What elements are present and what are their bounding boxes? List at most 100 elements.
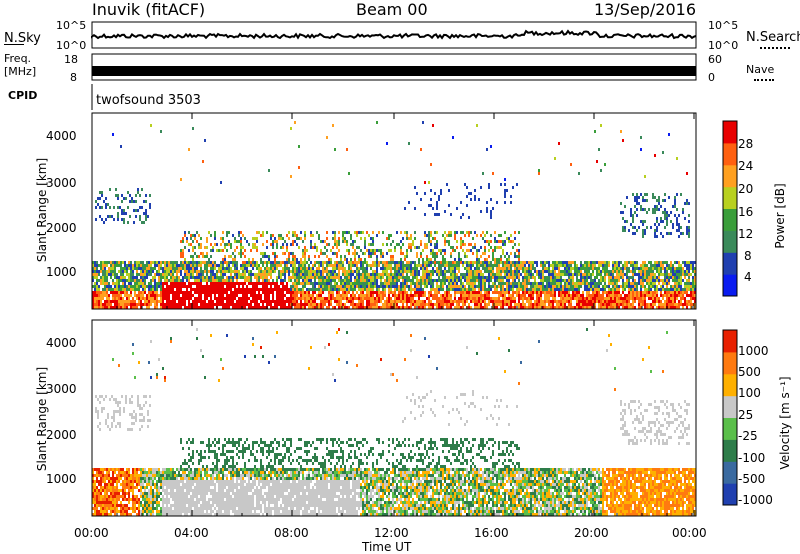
data-cell (478, 273, 480, 276)
data-cell (158, 270, 160, 273)
data-cell (380, 297, 382, 300)
data-cell (580, 261, 582, 264)
data-cell (176, 288, 178, 291)
data-cell (314, 273, 316, 276)
data-cell (612, 303, 614, 306)
data-cell (94, 285, 96, 288)
data-cell (145, 194, 147, 197)
data-cell (286, 246, 288, 249)
data-cell (108, 273, 110, 276)
data-cell (302, 291, 304, 294)
data-cell (220, 294, 222, 297)
data-cell (192, 306, 194, 309)
data-cell (394, 261, 396, 264)
data-cell (344, 303, 346, 306)
data-cell (272, 270, 274, 273)
data-cell (206, 285, 208, 288)
data-cell (133, 200, 135, 203)
data-cell (110, 291, 112, 294)
data-cell (170, 264, 172, 267)
data-cell (632, 226, 634, 229)
data-cell (284, 288, 286, 291)
data-cell (106, 276, 108, 279)
data-cell (380, 306, 382, 309)
data-cell (266, 300, 268, 303)
data-cell (372, 303, 374, 306)
data-cell (350, 267, 352, 270)
data-cell (280, 279, 282, 282)
data-cell (304, 291, 306, 294)
data-cell (438, 273, 440, 276)
data-cell (642, 291, 644, 294)
data-cell (588, 300, 590, 303)
data-cell (562, 264, 564, 267)
data-cell (546, 282, 548, 285)
data-cell (360, 294, 362, 297)
data-cell (526, 297, 528, 300)
data-cell (220, 279, 222, 282)
data-cell (296, 267, 298, 270)
data-cell (462, 306, 464, 309)
data-cell (646, 291, 648, 294)
data-cell (378, 291, 380, 294)
data-cell (414, 291, 416, 294)
data-cell (592, 306, 594, 309)
data-cell (584, 261, 586, 264)
data-cell (406, 276, 408, 279)
data-cell (552, 261, 554, 264)
data-cell (482, 267, 484, 270)
data-cell (502, 306, 504, 309)
data-cell (690, 288, 692, 291)
data-cell (190, 291, 192, 294)
data-cell (392, 279, 394, 282)
data-cell (104, 306, 106, 309)
data-cell (149, 194, 151, 197)
data-cell (306, 300, 308, 303)
data-cell (141, 206, 143, 209)
data-cell (442, 279, 444, 282)
data-cell (126, 306, 128, 309)
data-cell (156, 291, 158, 294)
data-cell (154, 300, 156, 303)
data-cell (682, 306, 684, 309)
data-cell (110, 261, 112, 264)
data-cell (368, 276, 370, 279)
data-cell (694, 300, 696, 303)
data-cell (618, 264, 620, 267)
data-cell (498, 282, 500, 285)
data-cell (136, 306, 138, 309)
data-cell (160, 276, 162, 279)
data-cell (454, 249, 456, 252)
data-cell (172, 288, 174, 291)
data-cell (110, 288, 112, 291)
data-cell (164, 303, 166, 306)
data-cell (148, 267, 150, 270)
data-cell (406, 279, 408, 282)
data-cell (650, 297, 652, 300)
data-cell (608, 270, 610, 273)
data-cell (566, 270, 568, 273)
data-cell (552, 282, 554, 285)
data-cell (150, 264, 152, 267)
data-cell (454, 231, 456, 234)
data-cell (106, 279, 108, 282)
data-cell (300, 258, 302, 261)
data-cell (220, 282, 222, 285)
data-cell (646, 303, 648, 306)
data-cell (568, 282, 570, 285)
data-cell (656, 291, 658, 294)
data-cell (534, 261, 536, 264)
data-cell (180, 270, 182, 273)
data-cell (410, 303, 412, 306)
data-cell (612, 267, 614, 270)
data-cell (286, 249, 288, 252)
data-cell (444, 273, 446, 276)
data-cell (450, 300, 452, 303)
data-cell (544, 276, 546, 279)
data-cell (482, 294, 484, 297)
data-cell (478, 261, 480, 264)
data-cell (462, 303, 464, 306)
data-cell (630, 306, 632, 309)
data-cell (304, 231, 306, 234)
data-cell (552, 303, 554, 306)
